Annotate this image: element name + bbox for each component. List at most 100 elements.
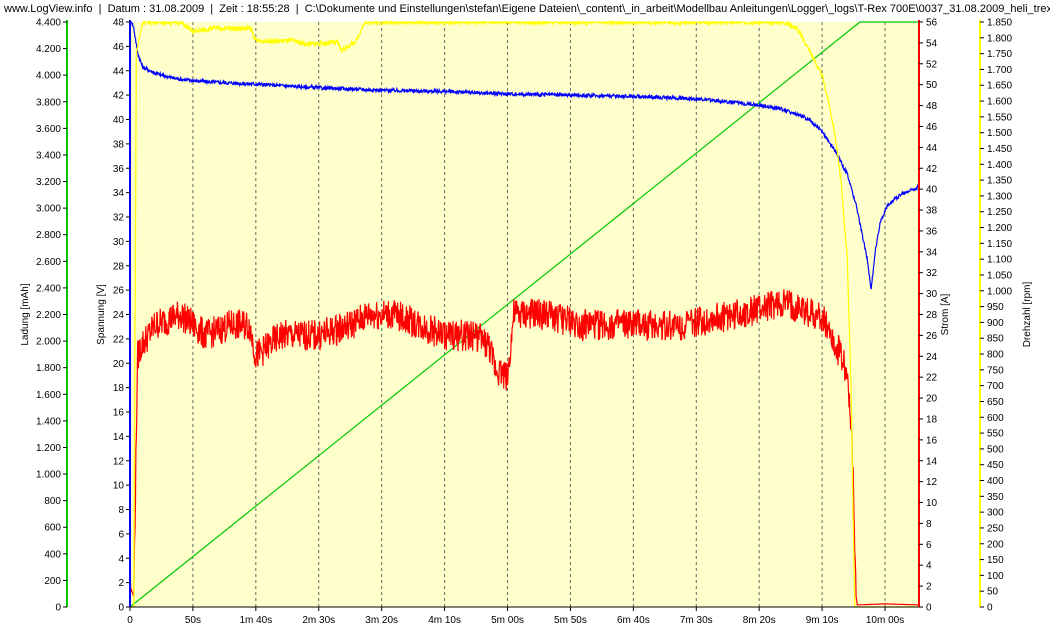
y-tick-label-strom: 8 bbox=[926, 519, 932, 530]
y-tick-label-spannung: 0 bbox=[118, 603, 124, 614]
x-tick-label: 5m 50s bbox=[554, 615, 587, 626]
y-tick-label-strom: 20 bbox=[926, 394, 938, 405]
y-tick-label-strom: 18 bbox=[926, 414, 938, 425]
y-tick-label-drehzahl: 1.600 bbox=[987, 97, 1012, 108]
y-tick-label-strom: 56 bbox=[926, 18, 938, 29]
y-tick-label-drehzahl: 950 bbox=[987, 302, 1004, 313]
y-tick-label-spannung: 36 bbox=[113, 164, 125, 175]
y-tick-label-drehzahl: 250 bbox=[987, 523, 1004, 534]
y-tick-label-ladung: 3.400 bbox=[36, 150, 61, 161]
y-tick-label-strom: 40 bbox=[926, 185, 938, 196]
y-tick-label-strom: 44 bbox=[926, 143, 938, 154]
y-tick-label-ladung: 3.000 bbox=[36, 204, 61, 215]
y-tick-label-spannung: 48 bbox=[113, 18, 125, 29]
y-tick-label-drehzahl: 150 bbox=[987, 555, 1004, 566]
header-bar: www.LogView.info | Datum : 31.08.2009 | … bbox=[0, 0, 1050, 18]
y-tick-label-ladung: 2.200 bbox=[36, 310, 61, 321]
y-tick-label-ladung: 2.800 bbox=[36, 230, 61, 241]
x-tick-label: 10m 00s bbox=[866, 615, 904, 626]
y-tick-label-strom: 6 bbox=[926, 540, 932, 551]
axis-title-spannung: Spannung [V] bbox=[96, 284, 107, 345]
y-tick-label-ladung: 4.200 bbox=[36, 44, 61, 55]
site-label: www.LogView.info bbox=[4, 3, 93, 15]
y-tick-label-spannung: 18 bbox=[113, 383, 125, 394]
y-tick-label-drehzahl: 550 bbox=[987, 429, 1004, 440]
y-tick-label-drehzahl: 200 bbox=[987, 539, 1004, 550]
y-tick-label-drehzahl: 450 bbox=[987, 460, 1004, 471]
y-tick-label-strom: 38 bbox=[926, 206, 938, 217]
y-tick-label-strom: 24 bbox=[926, 352, 938, 363]
y-tick-label-drehzahl: 600 bbox=[987, 413, 1004, 424]
y-tick-label-drehzahl: 50 bbox=[987, 587, 999, 598]
y-tick-label-ladung: 3.800 bbox=[36, 97, 61, 108]
y-tick-label-drehzahl: 900 bbox=[987, 318, 1004, 329]
y-tick-label-drehzahl: 300 bbox=[987, 508, 1004, 519]
axis-title-ladung: Ladung [mAh] bbox=[20, 283, 31, 345]
series-spannung bbox=[130, 21, 920, 290]
y-tick-label-drehzahl: 1.200 bbox=[987, 223, 1012, 234]
x-tick-label: 7m 30s bbox=[680, 615, 713, 626]
x-tick-label: 6m 40s bbox=[617, 615, 650, 626]
time-label: Zeit : 18:55:28 bbox=[219, 3, 290, 15]
y-tick-label-ladung: 2.600 bbox=[36, 257, 61, 268]
y-tick-label-strom: 46 bbox=[926, 122, 938, 133]
y-tick-label-drehzahl: 100 bbox=[987, 571, 1004, 582]
y-tick-label-strom: 50 bbox=[926, 80, 938, 91]
y-tick-label-drehzahl: 850 bbox=[987, 334, 1004, 345]
y-tick-label-strom: 2 bbox=[926, 582, 932, 593]
y-tick-label-spannung: 8 bbox=[118, 505, 124, 516]
y-tick-label-strom: 0 bbox=[926, 603, 932, 614]
y-tick-label-strom: 54 bbox=[926, 38, 938, 49]
grid-lines bbox=[192, 22, 886, 607]
y-tick-label-spannung: 30 bbox=[113, 237, 125, 248]
y-tick-label-spannung: 42 bbox=[113, 91, 125, 102]
y-tick-label-spannung: 28 bbox=[113, 261, 125, 272]
y-tick-label-ladung: 2.000 bbox=[36, 337, 61, 348]
y-tick-label-ladung: 1.000 bbox=[36, 470, 61, 481]
y-tick-label-strom: 10 bbox=[926, 498, 938, 509]
y-tick-label-strom: 52 bbox=[926, 59, 938, 70]
date-label: Datum : 31.08.2009 bbox=[107, 3, 205, 15]
y-tick-label-drehzahl: 1.050 bbox=[987, 270, 1012, 281]
y-tick-label-spannung: 24 bbox=[113, 310, 125, 321]
y-tick-label-drehzahl: 750 bbox=[987, 365, 1004, 376]
y-tick-label-spannung: 12 bbox=[113, 456, 125, 467]
y-tick-label-spannung: 34 bbox=[113, 188, 125, 199]
y-tick-label-spannung: 4 bbox=[118, 554, 124, 565]
y-tick-label-spannung: 2 bbox=[118, 578, 124, 589]
axes-group: 0 50s 1m 40s 2m 30s 3m 20s 4m 10s 5m 00s 5m 50s… bbox=[20, 18, 1033, 627]
y-tick-label-strom: 34 bbox=[926, 247, 938, 258]
y-tick-label-strom: 22 bbox=[926, 373, 938, 384]
y-tick-label-drehzahl: 1.350 bbox=[987, 176, 1012, 187]
y-tick-label-ladung: 4.000 bbox=[36, 71, 61, 82]
axis-title-drehzahl: Drehzahl [rpm] bbox=[1022, 281, 1033, 347]
x-tick-label: 5m 00s bbox=[491, 615, 524, 626]
y-tick-label-ladung: 4.400 bbox=[36, 18, 61, 29]
y-tick-label-spannung: 14 bbox=[113, 432, 125, 443]
y-tick-label-strom: 42 bbox=[926, 164, 938, 175]
y-tick-label-strom: 48 bbox=[926, 101, 938, 112]
y-tick-label-drehzahl: 350 bbox=[987, 492, 1004, 503]
series-group bbox=[129, 19, 920, 608]
y-tick-label-ladung: 1.800 bbox=[36, 363, 61, 374]
y-tick-label-drehzahl: 1.550 bbox=[987, 112, 1012, 123]
y-tick-label-spannung: 38 bbox=[113, 139, 125, 150]
y-tick-label-strom: 16 bbox=[926, 435, 938, 446]
series-strom bbox=[129, 289, 919, 606]
y-tick-label-ladung: 3.600 bbox=[36, 124, 61, 135]
y-tick-label-ladung: 200 bbox=[44, 576, 61, 587]
x-tick-label: 1m 40s bbox=[239, 615, 272, 626]
y-tick-label-drehzahl: 400 bbox=[987, 476, 1004, 487]
y-tick-label-drehzahl: 1.150 bbox=[987, 239, 1012, 250]
y-tick-label-drehzahl: 1.300 bbox=[987, 191, 1012, 202]
y-tick-label-strom: 28 bbox=[926, 310, 938, 321]
y-tick-label-ladung: 600 bbox=[44, 523, 61, 534]
y-tick-label-drehzahl: 800 bbox=[987, 350, 1004, 361]
y-tick-label-drehzahl: 500 bbox=[987, 444, 1004, 455]
y-tick-label-spannung: 16 bbox=[113, 408, 125, 419]
x-tick-label: 9m 10s bbox=[806, 615, 839, 626]
series-ladung bbox=[129, 21, 919, 608]
y-tick-label-spannung: 20 bbox=[113, 359, 125, 370]
x-tick-label: 4m 10s bbox=[428, 615, 461, 626]
y-tick-label-drehzahl: 700 bbox=[987, 381, 1004, 392]
